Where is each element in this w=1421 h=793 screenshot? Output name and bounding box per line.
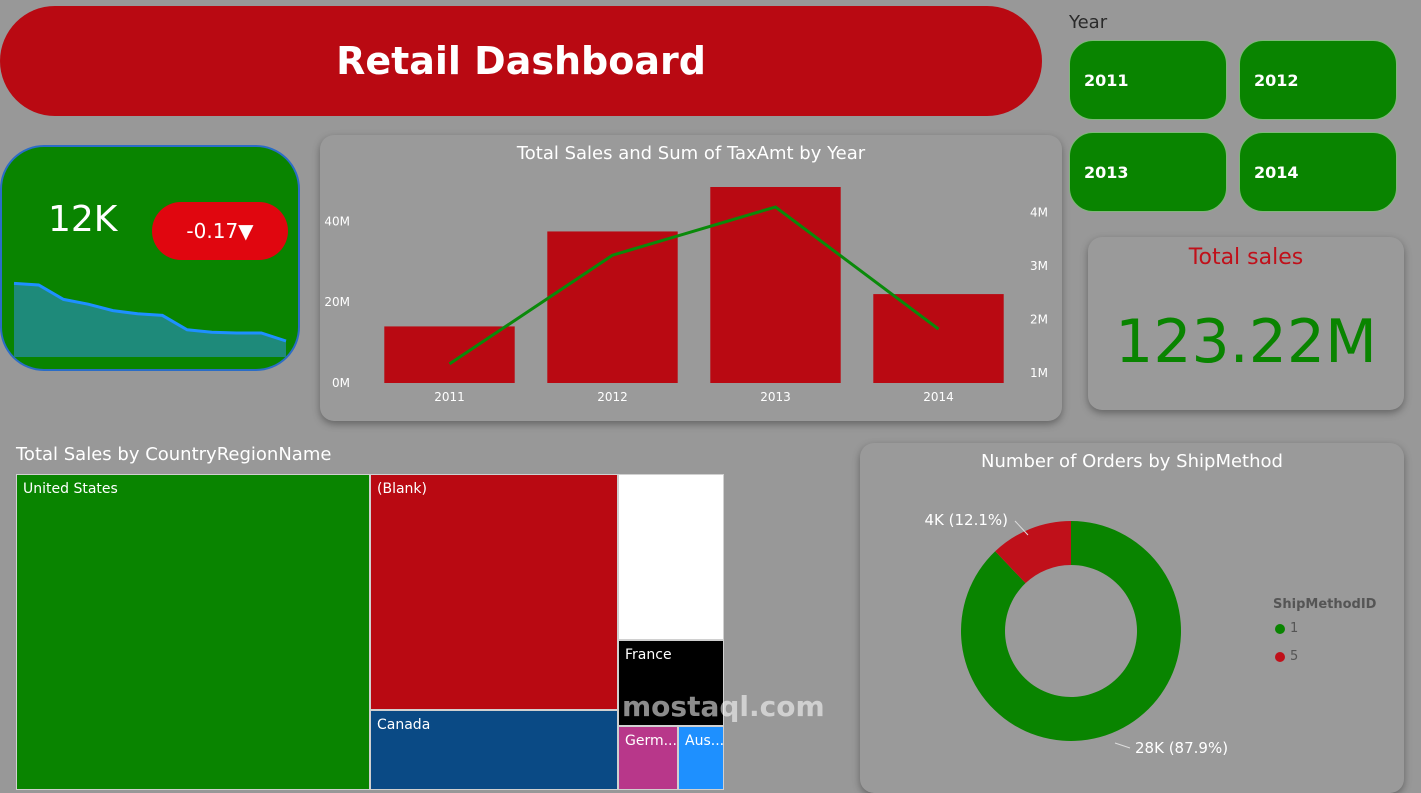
y-left-tick: 0M <box>332 376 350 390</box>
legend-label-1: 1 <box>1290 621 1299 636</box>
x-tick-2011: 2011 <box>434 390 465 404</box>
legend-item-1[interactable]: 1 <box>1275 621 1298 636</box>
watermark: mostaql.com <box>622 690 825 723</box>
total-sales-card: Total sales 123.22M <box>1088 237 1404 410</box>
legend-item-5[interactable]: 5 <box>1275 649 1298 664</box>
total-sales-value: 123.22M <box>1115 307 1377 377</box>
y-right-tick: 4M <box>1030 205 1048 219</box>
tax-line <box>448 205 940 366</box>
year-button-2011[interactable]: 2011 <box>1069 40 1227 120</box>
sales-tax-chart-title: Total Sales and Sum of TaxAmt by Year <box>516 143 866 164</box>
bar-2014 <box>873 294 1004 383</box>
y-right-tick: 1M <box>1030 366 1048 380</box>
donut-slice-1 <box>961 521 1181 741</box>
x-tick-2014: 2014 <box>923 390 954 404</box>
page-title: Retail Dashboard <box>0 6 1042 116</box>
donut-leader-1 <box>1114 742 1131 749</box>
kpi-sparkline <box>13 281 287 357</box>
donut-slice-5 <box>995 521 1071 584</box>
total-sales-label: Total sales <box>1188 245 1304 270</box>
x-tick-2012: 2012 <box>597 390 628 404</box>
treemap-cell-unlabeled[interactable] <box>618 474 724 640</box>
year-button-2012[interactable]: 2012 <box>1239 40 1397 120</box>
legend-dot-1 <box>1275 623 1285 634</box>
year-button-2014[interactable]: 2014 <box>1239 132 1397 212</box>
kpi-sparkline-area <box>14 283 286 357</box>
kpi-sparkline-line <box>13 281 287 343</box>
treemap-cell-germ[interactable]: Germ... <box>618 726 678 790</box>
donut-legend-title: ShipMethodID <box>1273 597 1377 612</box>
ship-method-donut: 28K (87.9%) 4K (12.1%) <box>924 511 1228 757</box>
treemap-cell-blank[interactable]: (Blank) <box>370 474 618 710</box>
sales-tax-chart-panel: Total Sales and Sum of TaxAmt by Year 0M… <box>320 135 1062 421</box>
ship-method-panel: Number of Orders by ShipMethod <box>860 443 1404 793</box>
bar-2013 <box>710 187 841 383</box>
donut-leader-5 <box>1014 520 1029 536</box>
treemap-cell-canada[interactable]: Canada <box>370 710 618 790</box>
donut-label-5: 4K (12.1%) <box>924 511 1008 529</box>
year-slicer-label: Year <box>1069 12 1108 33</box>
kpi-delta-badge: -0.17▼ <box>152 202 288 260</box>
sales-tax-chart: 0M 20M 40M 1M 2M 3M 4M 2011 2012 2013 2014 <box>324 187 1048 404</box>
legend-label-5: 5 <box>1290 649 1299 664</box>
treemap-cell-france[interactable]: France <box>618 640 724 726</box>
kpi-value: 12K <box>48 199 118 240</box>
treemap-cell-aus[interactable]: Aus... <box>678 726 724 790</box>
year-button-2013[interactable]: 2013 <box>1069 132 1227 212</box>
y-right-tick: 3M <box>1030 259 1048 273</box>
x-tick-2013: 2013 <box>760 390 791 404</box>
y-left-tick: 40M <box>324 214 350 228</box>
kpi-card: 12K -0.17▼ <box>0 145 300 371</box>
y-left-tick: 20M <box>324 295 350 309</box>
ship-method-title: Number of Orders by ShipMethod <box>981 451 1283 472</box>
y-right-tick: 2M <box>1030 312 1048 326</box>
treemap-title: Total Sales by CountryRegionName <box>16 444 332 465</box>
donut-label-1: 28K (87.9%) <box>1135 739 1228 757</box>
legend-dot-5 <box>1275 651 1285 662</box>
treemap-cell-united-states[interactable]: United States <box>16 474 370 790</box>
